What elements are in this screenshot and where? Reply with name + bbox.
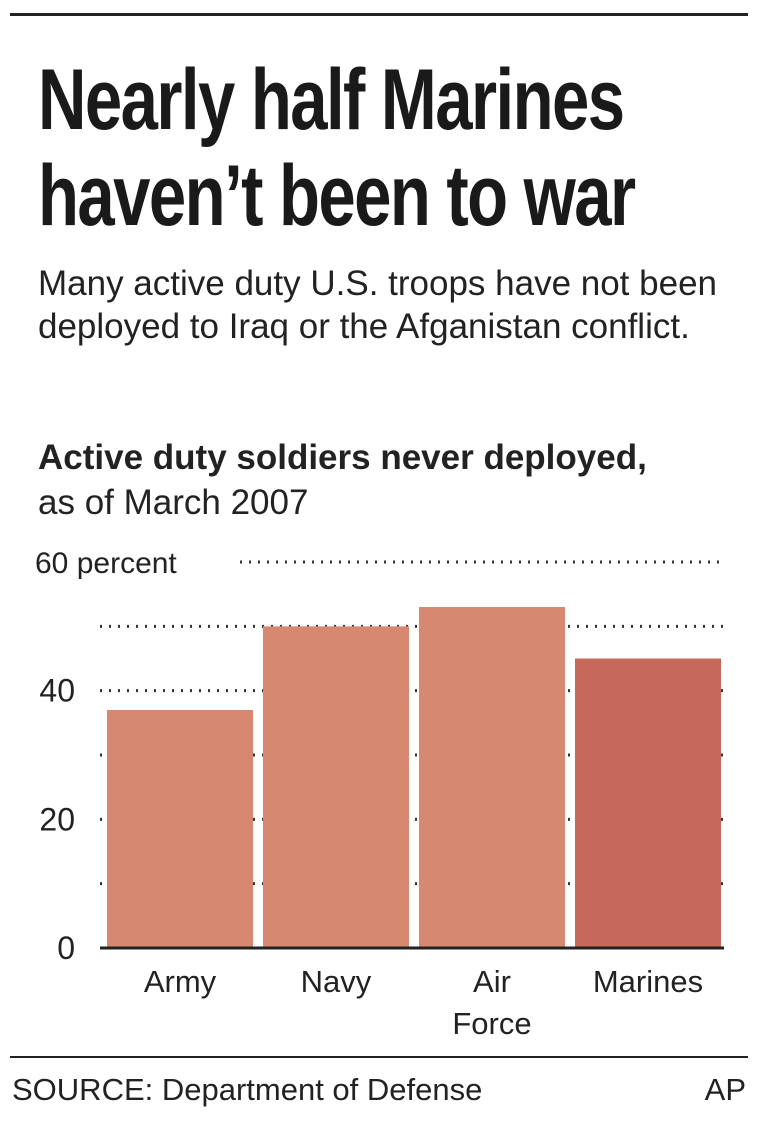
- source: SOURCE: Department of Defense: [12, 1072, 483, 1107]
- chart-label-bold: Active duty soldiers never deployed,: [38, 438, 647, 477]
- bar-army: [107, 709, 253, 948]
- x-tick-label: Navy: [301, 964, 372, 999]
- chart-label: Active duty soldiers never deployed, as …: [38, 435, 678, 525]
- bar-navy: [263, 626, 409, 948]
- y-tick-label: 20: [39, 801, 75, 837]
- bottom-rule: [10, 1056, 748, 1058]
- chart-title: Nearly half Marines haven’t been to war: [38, 52, 636, 244]
- credit: AP: [704, 1072, 746, 1107]
- subtitle: Many active duty U.S. troops have not be…: [38, 264, 717, 346]
- title-line-1: Nearly half Marines: [38, 52, 625, 148]
- chart-label-rest: as of March 2007: [38, 483, 309, 522]
- x-tick-label: Air Force: [452, 964, 531, 1041]
- y-tick-label: 0: [57, 930, 75, 966]
- top-rule: [10, 13, 748, 16]
- bar-air-force: [419, 607, 565, 948]
- y-tick-label: 40: [39, 673, 75, 709]
- y-tick-label: 60 percent: [35, 547, 177, 580]
- x-tick-label: Army: [144, 964, 217, 999]
- title-line-2: haven’t been to war: [38, 148, 636, 244]
- x-tick-label: Marines: [593, 964, 703, 999]
- bar-marines: [575, 658, 721, 948]
